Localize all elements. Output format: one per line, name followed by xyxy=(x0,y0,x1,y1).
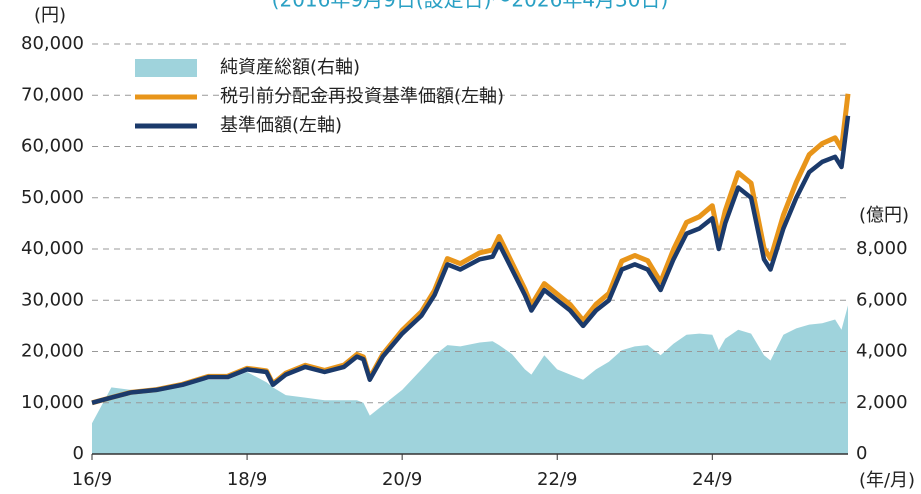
y2-tick-label: 0 xyxy=(856,443,867,464)
y-axis-label: (円) xyxy=(34,5,66,26)
x-tick-label: 16/9 xyxy=(72,469,112,490)
y-tick-label: 20,000 xyxy=(21,341,84,362)
y-tick-label: 60,000 xyxy=(21,136,84,157)
x-tick-label: 20/9 xyxy=(382,469,422,490)
x-tick-label: 22/9 xyxy=(537,469,577,490)
price-line xyxy=(91,115,851,405)
y-tick-label: 80,000 xyxy=(21,33,84,54)
y2-tick-label: 4,000 xyxy=(856,341,908,362)
x-tick-label: 24/9 xyxy=(692,469,732,490)
y2-tick-label: 2,000 xyxy=(856,392,908,413)
y-tick-label: 0 xyxy=(73,443,84,464)
y2-tick-label: 8,000 xyxy=(856,238,908,259)
nav-area xyxy=(92,305,848,454)
y-tick-label: 10,000 xyxy=(21,392,84,413)
legend-label: 基準価額(左軸) xyxy=(220,115,342,136)
x-tick-label: 18/9 xyxy=(227,469,267,490)
y-tick-label: 70,000 xyxy=(21,84,84,105)
y2-axis-label: (億円) xyxy=(859,205,909,226)
y-tick-label: 50,000 xyxy=(21,187,84,208)
legend-swatch xyxy=(135,59,197,77)
legend-label: 税引前分配金再投資基準価額(左軸) xyxy=(220,86,504,107)
legend-label: 純資産総額(右軸) xyxy=(220,57,360,78)
y-tick-label: 40,000 xyxy=(21,238,84,259)
y2-tick-label: 6,000 xyxy=(856,289,908,310)
chart-title: (2016年9月9日(設定日)～2026年4月30日) xyxy=(272,0,669,12)
y-tick-label: 30,000 xyxy=(21,289,84,310)
x-axis-label: (年/月) xyxy=(859,470,915,491)
